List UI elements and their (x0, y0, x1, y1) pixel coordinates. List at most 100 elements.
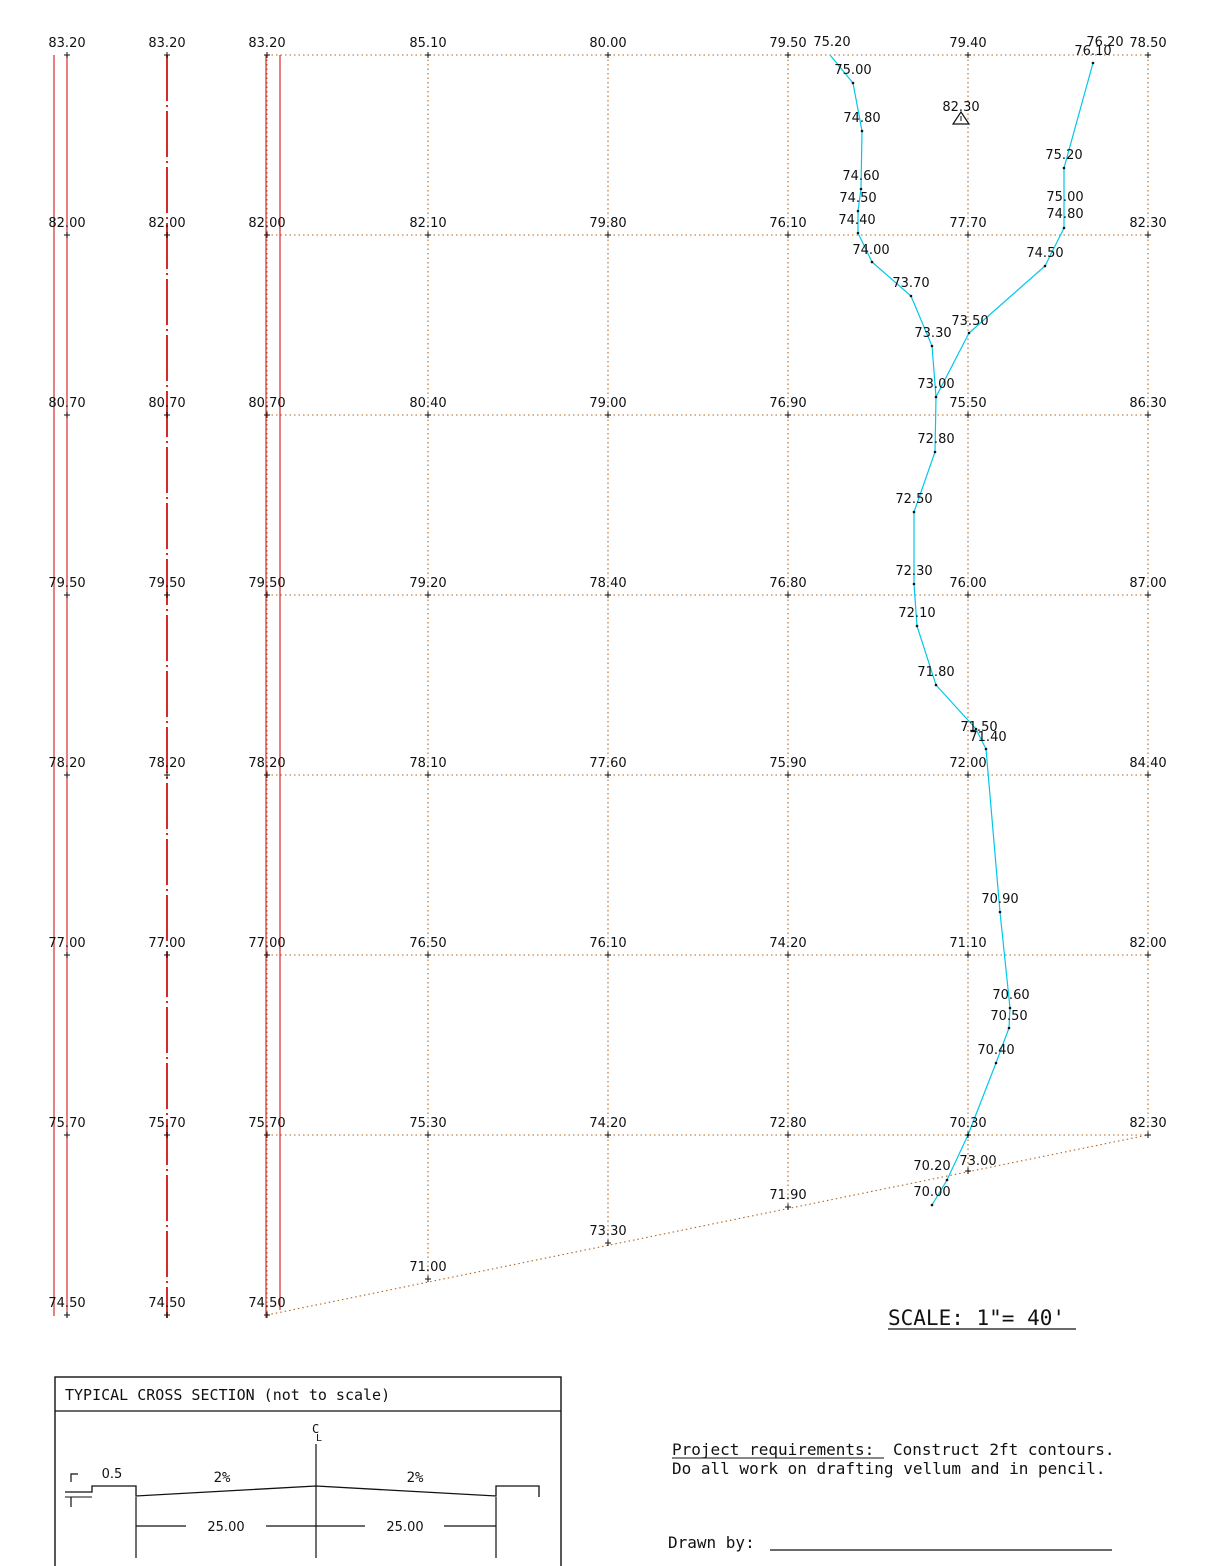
stream-confluence (935, 332, 970, 398)
edge-elevation-label: 83.20 (248, 36, 285, 51)
requirements-text-1: Construct 2ft contours. (893, 1440, 1115, 1459)
stream-point (994, 1061, 998, 1065)
project-notes: Project requirements: Construct 2ft cont… (668, 1440, 1115, 1552)
edge-elevation-label: 75.70 (148, 1116, 185, 1131)
grid-elevation-label: 84.40 (1129, 756, 1166, 771)
grid-elevation-label: 71.10 (949, 936, 986, 951)
edge-elevation-label: 74.50 (148, 1296, 185, 1311)
requirements-text-2: Do all work on drafting vellum and in pe… (672, 1459, 1105, 1478)
stream-point (974, 727, 978, 731)
stream-point (1043, 264, 1047, 268)
slope-right-label: 2% (407, 1470, 424, 1486)
benchmark-triangle-icon (951, 110, 971, 125)
edge-elevation-label: 82.00 (48, 216, 85, 231)
stream-elevation-label: 70.90 (981, 892, 1018, 907)
stream-point (912, 510, 916, 514)
grid-elevation-label: 76.50 (409, 936, 446, 951)
grid-elevation-label: 75.90 (769, 756, 806, 771)
stream-elevation-label: 71.40 (969, 730, 1006, 745)
edge-elevation-label: 77.00 (248, 936, 285, 951)
edge-lines (53, 55, 281, 1318)
stream-elevation-label: 74.00 (852, 243, 889, 258)
stream-point (1062, 166, 1066, 170)
stream-elevation-label: 72.30 (895, 564, 932, 579)
stream-point (856, 231, 860, 235)
grid-diagonal-line (266, 1134, 1149, 1316)
grid-lines (266, 54, 1149, 1316)
stream-point (915, 624, 919, 628)
edge-elevation-label: 79.50 (248, 576, 285, 591)
stream-point (1008, 1006, 1012, 1010)
edge-elevation-label: 83.20 (48, 36, 85, 51)
elevation-labels: 83.20 82.00 80.70 79.50 78.20 77.00 75.70 74.50… (48, 35, 1166, 1311)
stream-point (934, 683, 938, 687)
stream-elevation-label: 73.70 (892, 276, 929, 291)
edge-elevation-label: 74.50 (248, 1296, 285, 1311)
cross-section-title: TYPICAL CROSS SECTION (not to scale) (65, 1386, 390, 1404)
edge-elevation-label: 79.50 (48, 576, 85, 591)
edge-elevation-label: 78.20 (248, 756, 285, 771)
road-profile (65, 1485, 540, 1497)
centerline-l-icon: L (316, 1433, 322, 1444)
edge-elevation-label: 80.70 (148, 396, 185, 411)
cross-section-panel: TYPICAL CROSS SECTION (not to scale) 0.5… (54, 1376, 562, 1566)
grid-elevation-label: 74.20 (589, 1116, 626, 1131)
bottom-elevation-label: 73.30 (589, 1224, 626, 1239)
grid-elevation-label: 75.30 (409, 1116, 446, 1131)
grid-elevation-label: 70.30 (949, 1116, 986, 1131)
stream-elevation-label: 71.50 (960, 720, 997, 735)
stream-elevation-label: 72.50 (895, 492, 932, 507)
grid-elevation-label: 76.10 (589, 936, 626, 951)
stream-elevation-label: 72.80 (917, 432, 954, 447)
stream-elevation-label: 70.60 (992, 988, 1029, 1003)
grid-elevation-label: 78.50 (1129, 36, 1166, 51)
stream-point (1062, 226, 1066, 230)
slope-left-label: 2% (214, 1470, 231, 1486)
stream-elevation-label: 71.80 (917, 665, 954, 680)
stream-elevation-label: 70.50 (990, 1009, 1027, 1024)
grid-elevation-label: 82.10 (409, 216, 446, 231)
edge-elevation-label: 78.20 (148, 756, 185, 771)
survey-points (64, 52, 1151, 1318)
grid-elevation-label: 79.80 (589, 216, 626, 231)
stream-elevation-label: 70.00 (913, 1185, 950, 1200)
stream-point (909, 294, 913, 298)
edge-elevation-label: 79.50 (148, 576, 185, 591)
grid-elevation-label: 74.20 (769, 936, 806, 951)
stream-point (967, 331, 971, 335)
grid-elevation-label: 78.40 (589, 576, 626, 591)
stream-point (998, 910, 1002, 914)
width-left-label: 25.00 (207, 1520, 244, 1535)
stream-elevation-label: 75.20 (813, 35, 850, 50)
stream-point (930, 344, 934, 348)
benchmark-label: 82.30 (942, 100, 979, 115)
stream-point (860, 129, 864, 133)
edge-elevation-label: 80.70 (48, 396, 85, 411)
edge-elevation-label: 82.00 (148, 216, 185, 231)
drawn-by-label: Drawn by: (668, 1533, 755, 1552)
grid-elevation-label: 80.00 (589, 36, 626, 51)
stream-elevation-label: 74.50 (1026, 246, 1063, 261)
stream-elevation-label: 75.20 (1045, 148, 1082, 163)
stream-elevation-label: 70.20 (913, 1159, 950, 1174)
stream-elevation-label: 72.10 (898, 606, 935, 621)
grid-elevation-label: 82.30 (1129, 1116, 1166, 1131)
grid-elevation-label: 85.10 (409, 36, 446, 51)
stream-point (859, 187, 863, 191)
requirements-label: Project requirements: (672, 1440, 874, 1459)
bottom-elevation-label: 71.90 (769, 1188, 806, 1203)
grid-elevation-label: 72.80 (769, 1116, 806, 1131)
stream-elevation-label: 74.40 (838, 213, 875, 228)
stream-elevation-label: 75.00 (1046, 190, 1083, 205)
grid-elevation-label: 76.00 (949, 576, 986, 591)
grid-elevation-label: 82.30 (1129, 216, 1166, 231)
grid-elevation-label: 79.50 (769, 36, 806, 51)
grid-elevation-label: 75.50 (949, 396, 986, 411)
stream-elevation-label: 76.20 (1086, 35, 1123, 50)
edge-elevation-label: 83.20 (148, 36, 185, 51)
stream-point (851, 81, 855, 85)
bottom-elevation-label: 71.00 (409, 1260, 446, 1275)
edge-elevation-label: 75.70 (248, 1116, 285, 1131)
edge-elevation-label: 82.00 (248, 216, 285, 231)
